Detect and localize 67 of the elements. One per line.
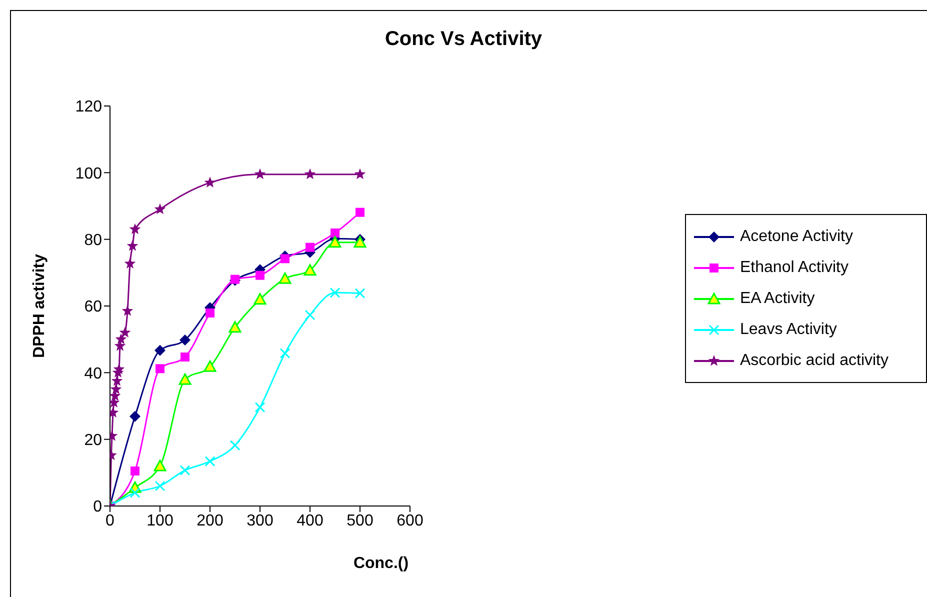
point	[113, 363, 125, 374]
point	[354, 288, 366, 299]
point	[330, 287, 340, 298]
text: Conc Vs Activity	[384, 28, 544, 51]
point	[204, 360, 216, 372]
point	[180, 352, 190, 362]
point	[254, 402, 266, 413]
point	[304, 168, 316, 180]
point	[306, 242, 314, 252]
point	[130, 410, 140, 422]
point	[122, 305, 134, 316]
y-tick-label: 20	[84, 432, 102, 450]
legend-label: EA Activity	[740, 290, 815, 308]
point	[180, 465, 190, 476]
y-axis-title: DPPH activity	[31, 254, 49, 358]
point	[256, 270, 264, 280]
point	[154, 460, 166, 472]
point	[356, 208, 364, 217]
point	[280, 254, 290, 264]
point	[304, 310, 316, 320]
point	[206, 308, 214, 318]
point	[130, 466, 140, 476]
legend-label: Leavs Activity	[740, 320, 837, 338]
point	[129, 223, 141, 234]
x-tick-label: 500	[346, 512, 374, 530]
y-tick-label: 100	[75, 165, 102, 182]
x-tick-label: 400	[296, 512, 324, 530]
point	[280, 348, 290, 359]
point	[330, 228, 340, 238]
y-tick-label: 40	[84, 365, 102, 382]
point	[119, 326, 131, 338]
point	[154, 203, 166, 214]
point	[115, 333, 127, 344]
point	[304, 264, 316, 276]
point	[130, 487, 140, 498]
x-axis-title: Conc.()	[352, 555, 410, 573]
point	[178, 373, 192, 385]
y-tick-label: 80	[84, 232, 102, 250]
x-tick-label: 300	[246, 512, 274, 530]
point	[204, 456, 216, 467]
y-tick-label: 120	[75, 98, 102, 116]
point	[124, 258, 136, 269]
point	[154, 344, 166, 356]
point	[110, 383, 122, 394]
point	[254, 168, 266, 180]
y-tick-label: 0	[93, 498, 102, 516]
point	[111, 375, 123, 386]
point	[204, 176, 216, 188]
point	[278, 272, 292, 284]
point	[354, 168, 366, 180]
x-tick-label: 100	[146, 512, 174, 530]
point	[126, 240, 138, 251]
legend-label: Ethanol Activity	[740, 258, 848, 276]
point	[228, 321, 242, 333]
x-tick-label: 0	[106, 512, 115, 530]
point	[180, 334, 190, 346]
point	[328, 236, 342, 248]
legend-label: Acetone Activity	[740, 228, 853, 246]
point	[156, 364, 164, 374]
point	[354, 236, 366, 248]
point	[154, 480, 166, 492]
point	[230, 440, 240, 451]
point	[254, 293, 266, 305]
x-tick-label: 200	[196, 512, 224, 530]
x-tick-label: 600	[396, 512, 424, 530]
legend-label: Ascorbic acid activity	[740, 352, 888, 370]
y-tick-label: 60	[84, 298, 102, 316]
